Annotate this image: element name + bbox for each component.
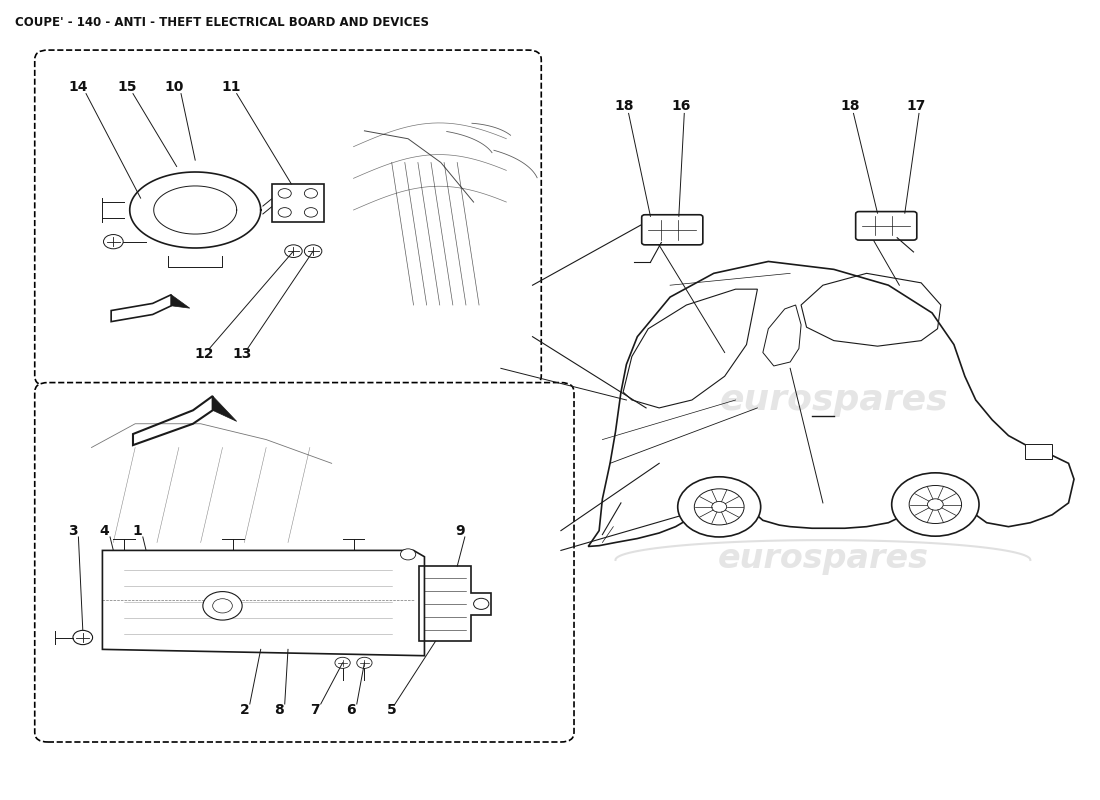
Text: 5: 5 bbox=[387, 703, 397, 718]
Circle shape bbox=[305, 189, 318, 198]
FancyBboxPatch shape bbox=[35, 382, 574, 742]
Text: 9: 9 bbox=[455, 524, 465, 538]
Text: 14: 14 bbox=[68, 80, 88, 94]
Circle shape bbox=[305, 245, 322, 258]
Text: 16: 16 bbox=[671, 98, 691, 113]
Circle shape bbox=[910, 486, 961, 523]
Text: 12: 12 bbox=[195, 347, 213, 361]
Circle shape bbox=[678, 477, 761, 537]
Polygon shape bbox=[172, 294, 189, 308]
Polygon shape bbox=[212, 396, 236, 422]
FancyBboxPatch shape bbox=[856, 211, 916, 240]
Circle shape bbox=[278, 208, 292, 217]
Text: 17: 17 bbox=[906, 98, 925, 113]
Text: 4: 4 bbox=[100, 524, 110, 538]
Circle shape bbox=[927, 499, 943, 510]
Text: COUPE' - 140 - ANTI - THEFT ELECTRICAL BOARD AND DEVICES: COUPE' - 140 - ANTI - THEFT ELECTRICAL B… bbox=[15, 16, 429, 29]
Text: eurospares: eurospares bbox=[148, 552, 341, 581]
Text: eurospares: eurospares bbox=[717, 542, 928, 575]
Text: 10: 10 bbox=[165, 80, 184, 94]
Text: 11: 11 bbox=[221, 80, 241, 94]
Circle shape bbox=[73, 630, 92, 645]
Text: 15: 15 bbox=[118, 80, 138, 94]
Text: eurospares: eurospares bbox=[99, 207, 292, 236]
FancyBboxPatch shape bbox=[272, 184, 324, 222]
FancyBboxPatch shape bbox=[641, 214, 703, 245]
Circle shape bbox=[474, 598, 488, 610]
Text: 7: 7 bbox=[310, 703, 320, 718]
FancyBboxPatch shape bbox=[1025, 443, 1053, 459]
Text: 6: 6 bbox=[346, 703, 356, 718]
Circle shape bbox=[202, 591, 242, 620]
Circle shape bbox=[305, 208, 318, 217]
Circle shape bbox=[694, 489, 744, 525]
Text: 18: 18 bbox=[615, 98, 634, 113]
Circle shape bbox=[400, 549, 416, 560]
Circle shape bbox=[212, 598, 232, 613]
Text: eurospares: eurospares bbox=[719, 383, 948, 417]
Circle shape bbox=[103, 234, 123, 249]
Circle shape bbox=[285, 245, 303, 258]
FancyBboxPatch shape bbox=[35, 50, 541, 386]
Circle shape bbox=[278, 189, 292, 198]
Circle shape bbox=[356, 658, 372, 668]
Text: 2: 2 bbox=[240, 703, 250, 718]
Text: 1: 1 bbox=[132, 524, 142, 538]
Circle shape bbox=[334, 658, 350, 668]
Circle shape bbox=[712, 502, 727, 512]
Text: 3: 3 bbox=[68, 524, 78, 538]
Text: 13: 13 bbox=[232, 347, 252, 361]
Text: 18: 18 bbox=[840, 98, 860, 113]
Text: 8: 8 bbox=[274, 703, 284, 718]
Circle shape bbox=[892, 473, 979, 536]
